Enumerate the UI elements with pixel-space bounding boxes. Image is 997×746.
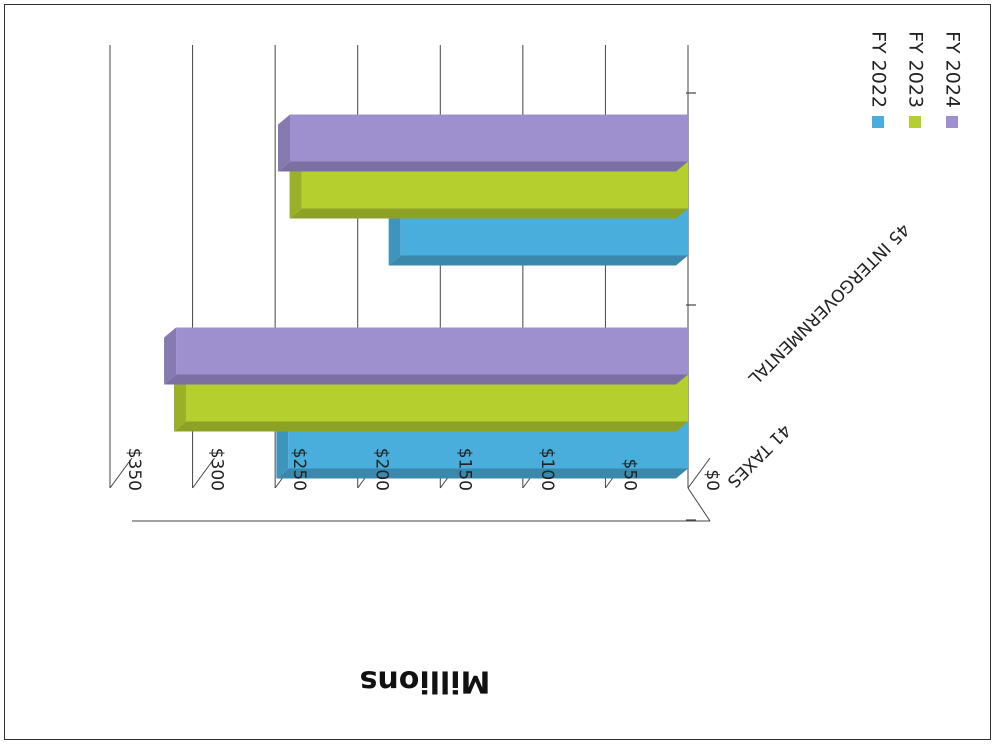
tick-label: $300: [207, 448, 227, 491]
bar-top: [276, 468, 688, 479]
tick-label: $150: [454, 448, 474, 491]
tick-label: $200: [372, 448, 392, 491]
category-label: 41 TAXES: [723, 420, 794, 491]
bar-top: [289, 208, 688, 219]
legend: FY 2022 FY 2023 FY 2024: [868, 31, 964, 128]
bar-end: [164, 327, 177, 385]
bar-end: [276, 421, 289, 479]
gridline-floor: [687, 457, 711, 489]
y-axis-label: Millions: [360, 664, 491, 699]
bar-end: [289, 161, 302, 219]
legend-label: FY 2023: [905, 31, 927, 108]
tick-label: $350: [124, 448, 144, 491]
legend-label: FY 2022: [868, 31, 890, 108]
bar-top: [164, 374, 688, 385]
axis-corner: [687, 487, 711, 522]
legend-label: FY 2024: [942, 31, 964, 108]
category-labels: 41 TAXES 45 INTERGOVERNMENTAL: [723, 219, 913, 491]
bar-top: [388, 255, 688, 266]
page-frame: [4, 4, 991, 740]
category-label: 45 INTERGOVERNMENTAL: [744, 219, 913, 388]
gridline-floor: [109, 457, 133, 489]
legend-swatch: [909, 116, 921, 128]
tick-label: $50: [619, 459, 639, 491]
bar-fy-2024: [176, 327, 688, 375]
legend-swatch: [946, 116, 958, 128]
gridline-floor: [192, 457, 215, 489]
bars: [164, 114, 688, 479]
legend-swatch: [872, 116, 884, 128]
bar-top: [278, 161, 688, 172]
tick-label: $250: [289, 448, 309, 491]
bar-end: [278, 114, 291, 172]
tick-label: $100: [537, 448, 557, 491]
bar-end: [173, 374, 186, 432]
tick-label: $0: [702, 469, 722, 491]
tick-labels: $0 $50 $100 $150 $200 $250 $300 $350: [124, 448, 722, 491]
bar-end: [388, 208, 401, 266]
bar-fy-2024: [290, 114, 688, 162]
bar-top: [173, 421, 688, 432]
